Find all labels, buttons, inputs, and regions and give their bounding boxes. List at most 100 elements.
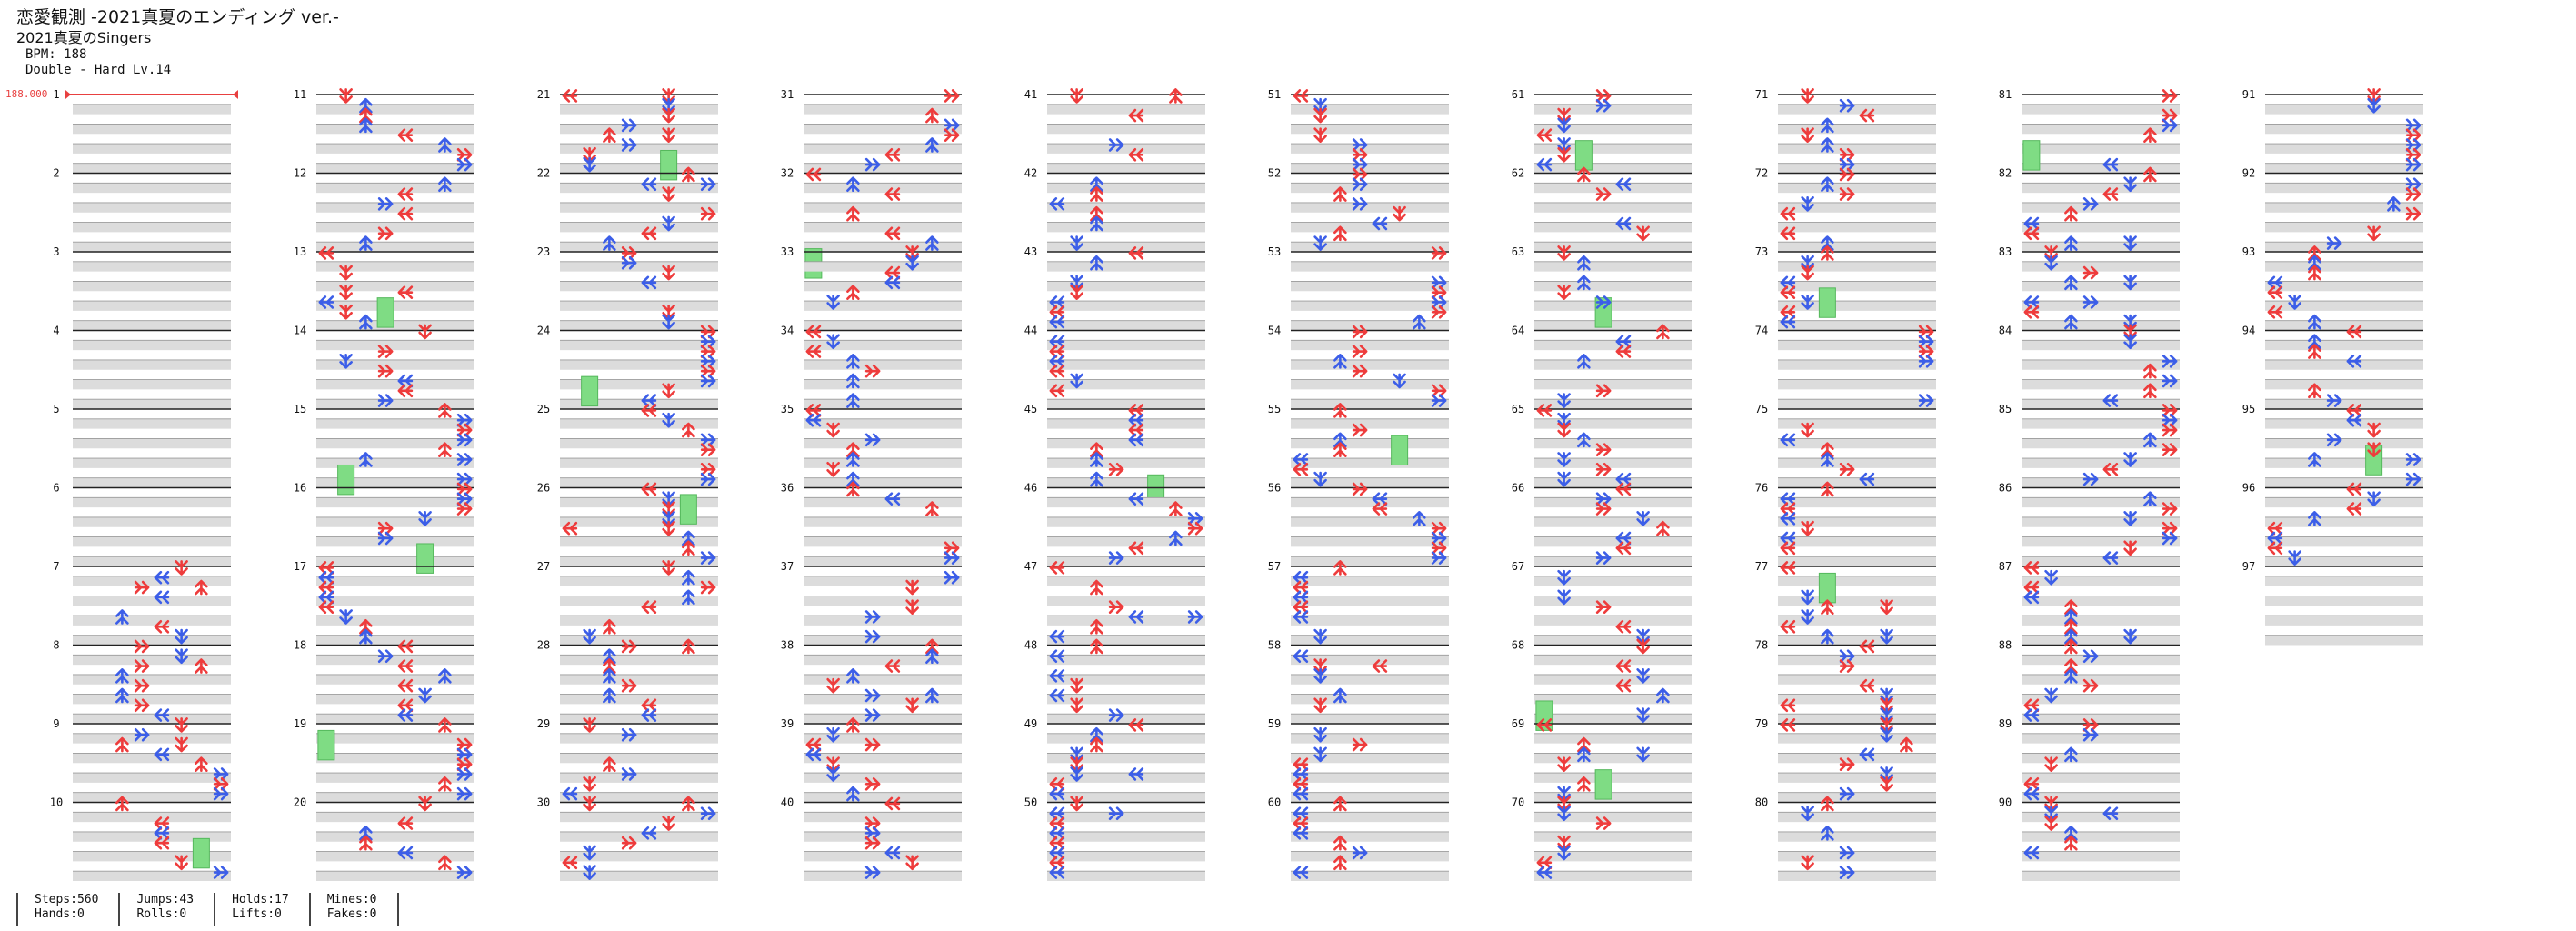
step-arrow (2405, 128, 2421, 142)
step-arrow (397, 285, 414, 299)
step-arrow (621, 255, 637, 270)
step-arrow (1293, 767, 1309, 781)
step-arrow (864, 816, 881, 830)
beat-band (804, 104, 962, 115)
measure-block: 2 (53, 167, 231, 252)
measure-block: 58 (1268, 639, 1449, 724)
step-arrow (377, 197, 394, 211)
measure-block: 20 (294, 796, 474, 881)
step-arrow (2023, 226, 2040, 241)
step-arrow (2123, 452, 2137, 467)
beat-band (73, 753, 231, 764)
step-arrow (1557, 452, 1571, 467)
beat-band (73, 812, 231, 823)
step-arrow (1557, 569, 1571, 586)
step-arrow (700, 462, 716, 476)
measure-block: 12 (294, 167, 474, 252)
step-arrow (1577, 275, 1591, 291)
beat-band (316, 851, 474, 862)
step-arrow (213, 786, 229, 801)
step-arrow (1780, 206, 1796, 221)
step-arrow (1615, 335, 1632, 349)
step-arrow (826, 677, 840, 694)
step-arrow (1859, 472, 1875, 486)
step-arrow (2082, 727, 2099, 742)
step-arrow (925, 235, 939, 251)
step-arrow (1128, 492, 1144, 506)
step-arrow (2162, 374, 2178, 388)
measure-number: 17 (294, 560, 306, 573)
beat-band (1534, 655, 1692, 666)
beat-band (2022, 536, 2180, 547)
step-arrow (2082, 718, 2099, 732)
hold-body (1574, 140, 1593, 171)
stat-end-divider (396, 893, 400, 926)
step-arrow (583, 796, 596, 812)
beat-band (804, 202, 962, 213)
step-arrow (826, 726, 840, 743)
step-arrow (456, 502, 473, 516)
stat-mines: Mines:0 (326, 893, 377, 906)
beat-band (560, 477, 718, 488)
measure-block: 85 (1999, 403, 2180, 488)
step-arrow (1595, 187, 1612, 201)
step-arrow (154, 590, 170, 605)
step-arrow (2162, 118, 2178, 133)
measure-number: 15 (294, 403, 306, 415)
stat-group-mines: Mines:0 Fakes:0 (308, 893, 397, 926)
beat-band (1291, 281, 1449, 292)
measure-number: 88 (1999, 639, 2012, 652)
beat-band (1534, 871, 1692, 881)
step-arrow (1615, 619, 1632, 634)
measure-number: 95 (2242, 403, 2255, 415)
measure-number: 68 (1512, 639, 1524, 652)
step-arrow (1536, 718, 1553, 732)
step-arrow (1577, 746, 1591, 763)
step-arrow (1801, 295, 1814, 310)
hold-body (1818, 572, 1836, 604)
step-arrow (1821, 796, 1834, 812)
step-arrow (397, 678, 414, 693)
measure-block: 1 (53, 88, 231, 174)
measure-number: 6 (53, 482, 59, 495)
beat-band (1778, 104, 1936, 115)
step-arrow (2267, 541, 2283, 556)
step-arrow (1293, 570, 1309, 585)
beat-band (316, 379, 474, 390)
measure-number: 50 (1024, 796, 1037, 809)
beat-band (1778, 320, 1936, 331)
step-arrow (397, 187, 414, 201)
step-arrow (846, 481, 860, 497)
step-arrow (2143, 363, 2157, 379)
step-arrow (2162, 521, 2178, 536)
step-arrow (175, 855, 188, 871)
beat-band (804, 340, 962, 351)
beat-band (1291, 576, 1449, 586)
step-arrow (1372, 216, 1388, 231)
beat-band (73, 281, 231, 292)
step-arrow (318, 295, 334, 309)
step-arrow (456, 737, 473, 752)
measure-block: 84 (1999, 325, 2180, 409)
beat-band (560, 418, 718, 429)
step-arrow (456, 767, 473, 781)
step-arrow (1595, 551, 1612, 565)
step-arrow (1557, 471, 1571, 487)
step-arrow (2288, 550, 2301, 566)
beat-band (2022, 124, 2180, 135)
step-arrow (1313, 471, 1327, 487)
step-arrow (583, 628, 596, 645)
step-arrow (2102, 157, 2119, 172)
step-arrow (2405, 206, 2421, 221)
step-arrow (1293, 590, 1309, 605)
step-arrow (154, 836, 170, 850)
step-arrow (1313, 697, 1327, 714)
step-arrow (377, 364, 394, 378)
beat-band (1047, 301, 1205, 311)
step-arrow (1070, 235, 1083, 251)
step-arrow (438, 442, 452, 457)
step-arrow (1293, 600, 1309, 614)
measure-block: 61 (1512, 88, 1692, 174)
measure-block: 57 (1268, 560, 1449, 646)
beat-band (73, 556, 231, 566)
